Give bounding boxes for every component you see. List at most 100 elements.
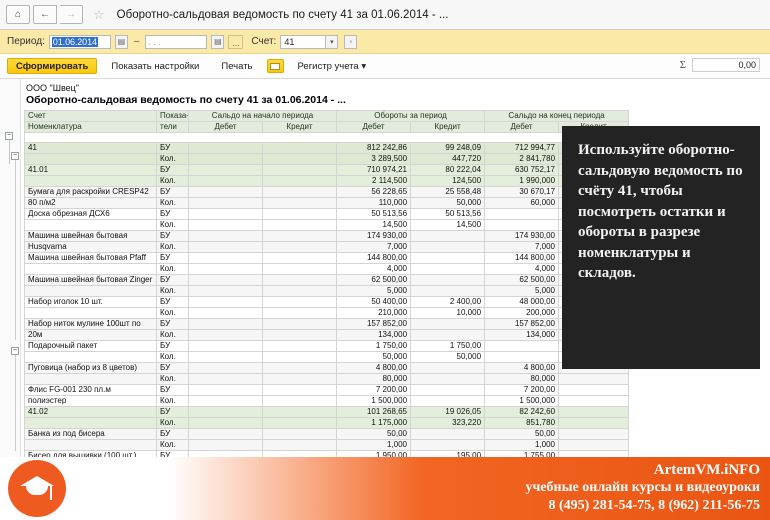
filter-bar: Период: 01.06.2014 ▤ – . . . ▤ ... Счет:… — [0, 30, 770, 54]
cell-close-debit: 7,000 — [484, 241, 560, 253]
cell-open-credit — [261, 318, 338, 330]
cell-open-credit — [261, 362, 338, 374]
table-row[interactable]: Кол. 50,000 50,000 — [24, 351, 630, 363]
table-row[interactable]: Доска обрезная ДСХ6 БУ 50 513,56 50 513,56 — [24, 208, 630, 220]
table-row[interactable]: Кол. 2 114,500 124,500 1 990,000 — [24, 175, 630, 187]
cell-close-credit — [558, 450, 630, 457]
table-row[interactable]: 41.01 БУ 710 974,21 80 222,04 630 752,17 — [24, 164, 630, 176]
cell-open-credit — [261, 197, 338, 209]
generate-button[interactable]: Сформировать — [7, 58, 98, 74]
cap-board — [20, 475, 54, 486]
home-icon[interactable]: ⌂ — [6, 5, 30, 24]
table-row[interactable]: Подарочный пакет БУ 1 750,00 1 750,00 — [24, 340, 630, 352]
cell-turn-credit — [410, 384, 486, 396]
cell-turn-credit: 50 513,56 — [410, 208, 486, 220]
print-button[interactable]: Печать — [221, 61, 253, 72]
back-icon[interactable]: ← — [33, 5, 57, 24]
cell-open-debit — [188, 384, 263, 396]
cell-close-debit: 2 841,780 — [484, 153, 560, 165]
cell-turn-debit: 144 800,00 — [336, 252, 412, 264]
cell-name — [24, 219, 157, 231]
cell-name: Набор иголок 10 шт. — [24, 296, 157, 308]
cell-open-debit — [188, 164, 263, 176]
table-row[interactable]: Кол. 210,000 10,000 200,000 — [24, 307, 630, 319]
graduation-cap-logo-icon — [8, 460, 66, 517]
table-row[interactable]: Кол. 5,000 5,000 — [24, 285, 630, 297]
header-row-groups: Счет Показа- Сальдо на начало периода Об… — [24, 110, 630, 122]
table-row[interactable]: Кол. 80,000 80,000 — [24, 373, 630, 385]
table-row[interactable]: Кол. 1,000 1,000 — [24, 439, 630, 451]
table-row[interactable]: Машина швейная бытовая БУ 174 930,00 174 93… — [24, 230, 630, 242]
cell-turn-debit: 1,000 — [336, 439, 412, 451]
table-row[interactable]: Кол. 14,500 14,500 — [24, 219, 630, 231]
cell-turn-credit — [410, 373, 486, 385]
expander-account-41[interactable]: − — [5, 132, 13, 140]
cell-indicator: Кол. — [156, 439, 189, 451]
cell-indicator: БУ — [156, 208, 189, 220]
cell-open-debit — [188, 219, 263, 231]
period-picker-button[interactable]: ... — [228, 34, 244, 49]
table-row[interactable]: Машина швейная бытовая Zinger БУ 62 500,00… — [24, 274, 630, 286]
date-to-input[interactable]: . . . — [145, 34, 208, 49]
cell-open-debit — [188, 307, 263, 319]
table-body: 41 БУ 812 242,86 99 248,09 712 994,77 Кол. 3 2… — [23, 132, 630, 457]
cell-close-debit: 144 800,00 — [484, 252, 560, 264]
cell-open-debit — [188, 439, 263, 451]
cell-open-debit — [188, 263, 263, 275]
account-input[interactable]: 41 — [280, 34, 327, 49]
date-from-input[interactable]: 01.06.2014 — [48, 34, 111, 49]
cell-close-debit — [484, 219, 560, 231]
table-row[interactable]: Пуговица (набор из 8 цветов) БУ 4 800,00 4 … — [24, 362, 630, 374]
table-row[interactable]: Кол. 4,000 4,000 — [24, 263, 630, 275]
table-row[interactable]: Кол. 3 289,500 447,720 2 841,780 — [24, 153, 630, 165]
cell-open-credit — [261, 428, 338, 440]
cell-open-credit — [261, 230, 338, 242]
cell-indicator: Кол. — [156, 329, 189, 341]
report-title: Оборотно-сальдовая ведомость по счету 41… — [26, 94, 346, 106]
table-row[interactable]: Флис FG-001 230 пл.м БУ 7 200,00 7 200,00 — [24, 384, 630, 396]
cell-name: 20м — [24, 329, 157, 341]
table-row[interactable]: 41.02 БУ 101 268,65 19 026,05 82 242,60 — [24, 406, 630, 418]
register-menu-button[interactable]: Регистр учета ▾ — [297, 61, 367, 72]
cell-indicator: БУ — [156, 252, 189, 264]
table-row[interactable]: полиэстер Кол. 1 500,000 1 500,000 — [24, 395, 630, 407]
cell-name: Husqvarna — [24, 241, 157, 253]
cell-name — [24, 373, 157, 385]
account-select-icon[interactable]: ◦ — [344, 34, 358, 49]
table-row[interactable]: 80 п/м2 Кол. 110,000 50,000 60,000 — [24, 197, 630, 209]
expander-account-41-01[interactable]: − — [11, 152, 19, 160]
table-row[interactable]: Бисер для вышивки (100 шт.) БУ 1 950,00 195… — [24, 450, 630, 457]
table-row[interactable]: 20м Кол. 134,000 134,000 — [24, 329, 630, 341]
table-row[interactable]: Бумага для раскройки CRESP42 БУ 56 228,65 2… — [24, 186, 630, 198]
cell-close-credit — [558, 428, 630, 440]
cell-turn-debit: 1 750,00 — [336, 340, 412, 352]
table-row[interactable]: 41 БУ 812 242,86 99 248,09 712 994,77 — [24, 142, 630, 154]
calendar-to-icon[interactable]: ▤ — [211, 34, 225, 49]
table-row[interactable]: Банка из под бисера БУ 50,00 50,00 — [24, 428, 630, 440]
chevron-down-icon[interactable]: ▾ — [326, 34, 339, 49]
cell-turn-credit: 50,000 — [410, 351, 486, 363]
expander-account-41-02[interactable]: − — [11, 347, 19, 355]
cell-turn-debit: 50,000 — [336, 351, 412, 363]
table-row[interactable]: Кол. 1 175,000 323,220 851,780 — [24, 417, 630, 429]
cell-close-debit: 157 852,00 — [484, 318, 560, 330]
calendar-from-icon[interactable]: ▤ — [114, 34, 128, 49]
show-settings-button[interactable]: Показать настройки — [111, 61, 200, 72]
cell-close-debit: 80,000 — [484, 373, 560, 385]
forward-icon[interactable]: → — [60, 5, 83, 24]
cell-turn-credit — [410, 252, 486, 264]
cell-close-debit: 50,00 — [484, 428, 560, 440]
cell-open-credit — [261, 153, 338, 165]
cell-indicator: БУ — [156, 296, 189, 308]
cell-turn-credit — [410, 263, 486, 275]
print-preview-icon[interactable] — [266, 59, 284, 73]
table-row[interactable]: Husqvarna Кол. 7,000 7,000 — [24, 241, 630, 253]
cell-indicator: Кол. — [156, 197, 189, 209]
sigma-icon: Σ — [679, 59, 686, 71]
table-row[interactable]: Машина швейная бытовая Pfaff БУ 144 800,00… — [24, 252, 630, 264]
table-row[interactable]: Набор ниток мулине 100шт по БУ 157 852,00 1… — [24, 318, 630, 330]
cell-turn-debit: 56 228,65 — [336, 186, 412, 198]
table-row[interactable]: Набор иголок 10 шт. БУ 50 400,00 2 400,00 48… — [24, 296, 630, 308]
favorite-star-icon[interactable]: ☆ — [93, 7, 105, 22]
header-indicators-line1: Показа- — [156, 110, 189, 122]
